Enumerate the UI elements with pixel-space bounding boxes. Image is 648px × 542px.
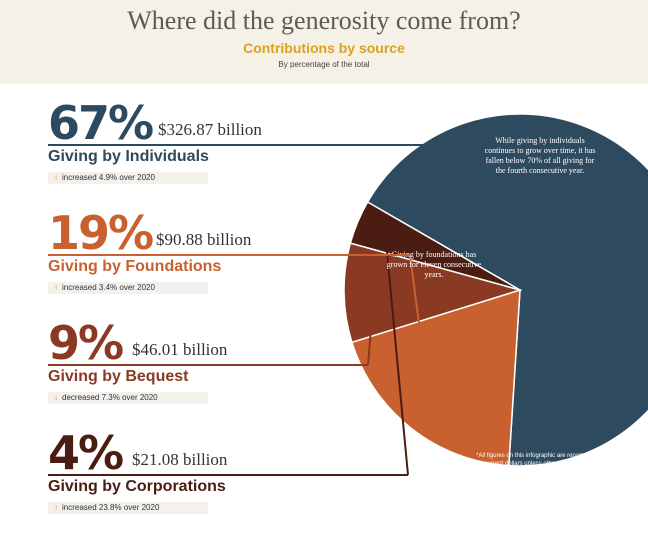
change-text: increased 3.4% over 2020 (62, 283, 155, 292)
arrow-icon: ↑ (54, 173, 58, 182)
divider-rule (48, 364, 368, 366)
leader-line-corporations (384, 233, 409, 476)
arrow-icon: ↑ (54, 503, 58, 512)
percent-label: 67% (48, 96, 154, 150)
percent-label: 4% (48, 426, 124, 480)
divider-rule (48, 254, 410, 256)
change-text: increased 4.9% over 2020 (62, 173, 155, 182)
change-badge: ↓ decreased 7.3% over 2020 (48, 392, 208, 404)
chart-subtitle: Contributions by source (243, 40, 405, 56)
leader-line-bequest (367, 292, 375, 366)
percent-label: 19% (48, 206, 154, 260)
pie-note-foundations: Giving by foundations has grown for elev… (386, 250, 482, 279)
percent-label: 9% (48, 316, 124, 370)
change-badge: ↑ increased 23.8% over 2020 (48, 502, 208, 514)
change-text: increased 23.8% over 2020 (62, 503, 160, 512)
leader-line-individuals (394, 144, 441, 216)
divider-rule (48, 144, 440, 146)
leader-line-foundations (409, 254, 431, 405)
category-label: Giving by Foundations (48, 258, 222, 275)
footnote: *All figures on this infographic are rep… (476, 453, 596, 467)
amount-label: $326.87 billion (158, 120, 262, 139)
arrow-icon: ↓ (54, 393, 58, 402)
category-label: Giving by Corporations (48, 478, 226, 495)
chart-note: By percentage of the total (278, 60, 370, 69)
pie-slice-individuals (366, 113, 648, 467)
pie-slice-corporations (349, 200, 521, 291)
change-badge: ↑ increased 3.4% over 2020 (48, 282, 208, 294)
change-text: decreased 7.3% over 2020 (62, 393, 158, 402)
pie-note-individuals: While giving by individuals continues to… (484, 136, 596, 175)
category-label: Giving by Individuals (48, 148, 209, 165)
header: Where did the generosity come from? Cont… (0, 0, 648, 84)
amount-label: $46.01 billion (132, 340, 228, 359)
divider-rule (48, 474, 408, 476)
arrow-icon: ↑ (54, 283, 58, 292)
category-label: Giving by Bequest (48, 368, 189, 385)
amount-label: $90.88 billion (156, 230, 252, 249)
change-badge: ↑ increased 4.9% over 2020 (48, 172, 208, 184)
chart-title: Where did the generosity come from? (127, 6, 521, 35)
amount-label: $21.08 billion (132, 450, 228, 469)
